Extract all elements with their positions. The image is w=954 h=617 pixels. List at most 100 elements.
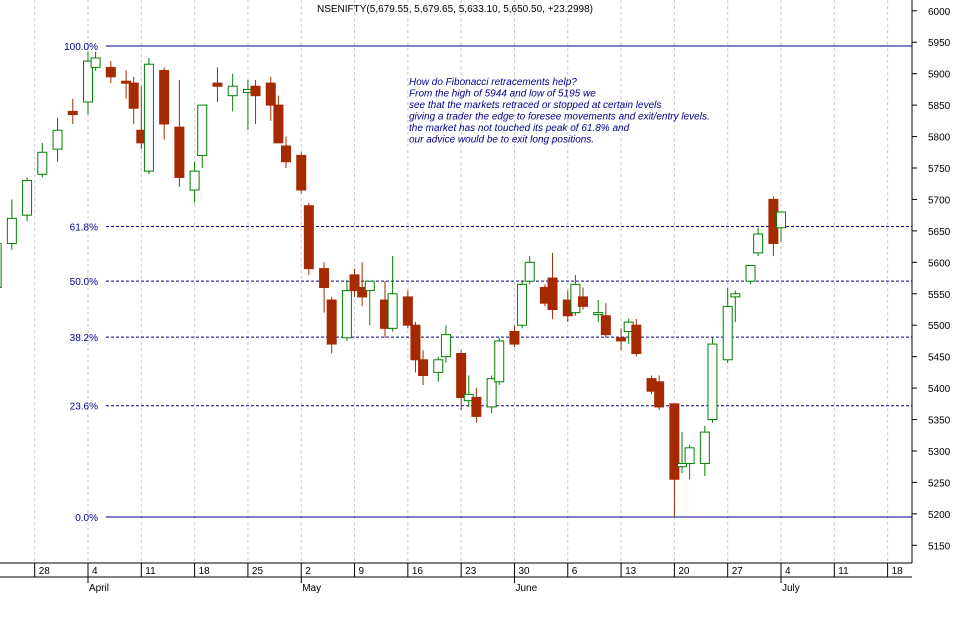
candle-body bbox=[402, 296, 413, 326]
y-tick-label: 5250 bbox=[928, 478, 951, 489]
y-tick-label: 6000 bbox=[928, 7, 951, 18]
candle-up bbox=[189, 161, 200, 203]
candle-body bbox=[753, 233, 764, 254]
candle-down bbox=[509, 325, 520, 348]
candle-down bbox=[319, 262, 330, 313]
candle-body bbox=[722, 305, 733, 361]
candle-body bbox=[227, 85, 238, 97]
candle-body bbox=[684, 447, 695, 465]
candle-body bbox=[265, 82, 276, 106]
candle-up bbox=[699, 425, 710, 477]
candle-body bbox=[0, 242, 2, 288]
chart-title: NSENIFTY(5,679.55, 5,679.65, 5,633.10, 5… bbox=[317, 4, 593, 15]
y-tick-label: 5750 bbox=[928, 164, 951, 175]
x-axis-ticks: 28 4 11 18 25 2 9 16 23 30 6 13 20 27 4 11 18 April May Jun… bbox=[34, 563, 904, 594]
candle-body bbox=[494, 340, 505, 383]
month-label: May bbox=[302, 583, 321, 594]
candle-body bbox=[364, 280, 375, 292]
y-tick-label: 5200 bbox=[928, 510, 951, 521]
candle-body bbox=[509, 330, 520, 345]
candle-down bbox=[616, 328, 627, 351]
candle-body bbox=[440, 334, 451, 358]
candle-down bbox=[265, 76, 276, 121]
candle-body bbox=[524, 261, 535, 282]
candle-body bbox=[471, 397, 482, 417]
candle-body bbox=[616, 337, 627, 342]
candle-up bbox=[730, 290, 741, 323]
candle-down bbox=[273, 95, 284, 144]
candle-up bbox=[524, 256, 535, 285]
candle-down bbox=[418, 350, 429, 385]
candle-body bbox=[326, 299, 337, 345]
candle-body bbox=[341, 290, 352, 339]
candle-down bbox=[600, 303, 611, 338]
candle-down bbox=[121, 70, 132, 99]
candle-body bbox=[83, 60, 93, 103]
candle-up bbox=[707, 337, 718, 423]
candle-body bbox=[296, 154, 307, 191]
candle-up bbox=[6, 199, 17, 250]
candle-down bbox=[212, 67, 223, 102]
annotation-line: see that the markets retraced or stopped… bbox=[409, 100, 661, 111]
candle-down bbox=[159, 67, 170, 140]
candle-up bbox=[517, 281, 528, 329]
x-tick-label: 4 bbox=[785, 566, 791, 577]
candle-body bbox=[600, 315, 611, 336]
candle-body bbox=[90, 57, 101, 68]
candle-down bbox=[578, 287, 588, 310]
y-tick-label: 5850 bbox=[928, 101, 951, 112]
candle-body bbox=[105, 66, 116, 78]
x-tick-label: 16 bbox=[412, 566, 424, 577]
fib-level-label: 0.0% bbox=[75, 513, 98, 524]
candle-up bbox=[227, 73, 238, 112]
candle-down bbox=[471, 388, 482, 423]
candle-down bbox=[174, 79, 185, 187]
fibonacci-levels: 100.0% 61.8% 50.0% 38.2% 23.6% 0.0% bbox=[64, 42, 912, 524]
y-tick-label: 5700 bbox=[928, 195, 951, 206]
candle-down bbox=[547, 252, 558, 319]
candle-up bbox=[440, 325, 451, 363]
candle-body bbox=[273, 104, 284, 144]
annotation-line: How do Fibonacci retracements help? bbox=[409, 77, 577, 88]
candle-body bbox=[128, 82, 139, 109]
candle-up bbox=[753, 227, 764, 257]
candle-body bbox=[578, 296, 588, 307]
y-tick-label: 5400 bbox=[928, 384, 951, 395]
candles bbox=[0, 51, 786, 517]
y-tick-label: 5350 bbox=[928, 416, 951, 427]
x-tick-label: 18 bbox=[892, 566, 904, 577]
candle-up bbox=[433, 356, 444, 382]
candle-body bbox=[631, 324, 642, 355]
candle-down bbox=[296, 152, 307, 194]
candle-up bbox=[22, 177, 33, 222]
fib-level-label: 38.2% bbox=[70, 333, 98, 344]
x-tick-label: 23 bbox=[465, 566, 477, 577]
candle-up bbox=[745, 264, 756, 285]
candle-body bbox=[593, 312, 604, 316]
candle-body bbox=[677, 463, 687, 468]
candle-up bbox=[143, 57, 154, 175]
candle-body bbox=[250, 85, 261, 97]
candle-body bbox=[159, 70, 170, 125]
candle-up bbox=[90, 51, 101, 71]
candle-body bbox=[669, 403, 680, 480]
candle-body bbox=[319, 268, 330, 288]
x-tick-label: 27 bbox=[732, 566, 744, 577]
x-tick-label: 28 bbox=[39, 566, 51, 577]
candle-body bbox=[486, 378, 497, 408]
x-tick-label: 18 bbox=[199, 566, 211, 577]
annotation-line: giving a trader the edge to foresee move… bbox=[409, 112, 710, 123]
x-tick-label: 11 bbox=[145, 566, 156, 577]
candle-body bbox=[349, 274, 360, 292]
candle-body bbox=[197, 104, 208, 156]
candle-body bbox=[174, 126, 185, 178]
candle-up bbox=[593, 300, 604, 323]
candle-body bbox=[517, 283, 528, 326]
candle-body bbox=[547, 277, 558, 310]
candle-down bbox=[67, 98, 78, 124]
x-tick-label: 2 bbox=[305, 566, 311, 577]
y-tick-label: 5950 bbox=[928, 38, 951, 49]
candle-body bbox=[22, 180, 33, 216]
candle-body bbox=[212, 82, 223, 87]
